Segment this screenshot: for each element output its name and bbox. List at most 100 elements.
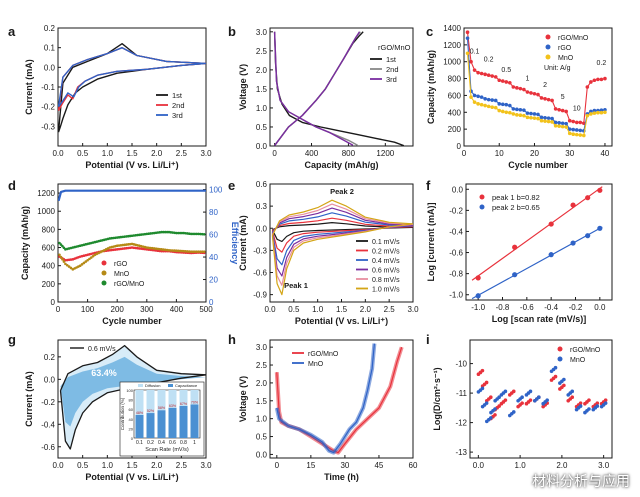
capacitive-area-g (60, 356, 206, 427)
data-point-c (490, 98, 494, 102)
plot-frame-b (269, 27, 414, 147)
x-tick-label-a: 2.0 (151, 149, 163, 158)
series-line-a (58, 47, 206, 108)
y-axis-label-c: Capacity (mAh/g) (426, 50, 436, 124)
inset-bar-capacitive (146, 413, 155, 438)
legend-label: 1st (172, 91, 183, 100)
data-point-c (589, 80, 593, 84)
x-tick-label-a: 2.5 (176, 149, 188, 158)
y-tick-label-e: -0.9 (253, 291, 267, 300)
data-point-c (560, 108, 565, 113)
data-point-f (548, 221, 554, 227)
x-axis-label-c: Cycle number (508, 160, 568, 170)
data-point-f (475, 275, 481, 281)
data-point-d (193, 232, 197, 236)
data-point-c (536, 116, 540, 121)
plot-frame-i (469, 339, 613, 459)
legend-label: 3rd (172, 111, 183, 120)
x-tick-label-h: 15 (306, 461, 315, 470)
inset-bar-label: 63% (169, 404, 177, 408)
y2-tick-label-d: 40 (209, 253, 218, 262)
data-point-c (500, 109, 505, 114)
data-point-c (504, 102, 509, 107)
rate-label-c: 1 (525, 75, 529, 82)
y-axis-label-b: Voltage (V) (238, 64, 248, 110)
data-point-d (59, 255, 63, 259)
y-tick-label-i: -10 (455, 360, 467, 369)
data-point-d (184, 249, 187, 253)
data-point-c (592, 78, 597, 83)
panel-f: f -1.0 -0.8 -0.6 -0.4 -0.2 0.0 -1.0 -0.8 -0.6 -0.4… (426, 178, 613, 324)
inset-legend-label: Diffusion (145, 383, 161, 388)
data-point-d (176, 231, 180, 235)
watermark: 材料分析与应用 (532, 474, 630, 490)
data-point-c (522, 108, 526, 112)
y-tick-label-h: 0.5 (256, 433, 268, 442)
y-tick-label-h: 1.5 (256, 397, 268, 406)
y-tick-label-i: -12 (455, 419, 467, 428)
data-point-c (508, 103, 512, 108)
data-point-c (465, 51, 470, 56)
data-point-d (91, 254, 95, 258)
panel-e: e 0.0 0.5 1.0 1.5 2.0 2.5 3.0 -0.9 -0.6 -0.3 0.0 0.3… (228, 178, 419, 326)
data-point-c (553, 120, 558, 125)
data-point-c (465, 36, 470, 40)
data-point-f (585, 233, 591, 239)
data-point-d (65, 263, 69, 267)
data-point-c (582, 133, 586, 138)
data-point-i (553, 374, 558, 379)
data-point-d (202, 232, 206, 236)
y-tick-label-d: 0 (51, 298, 56, 307)
plot-frame-h (269, 339, 414, 459)
y-tick-label-a: 0.2 (44, 24, 56, 33)
y-axis-label-h: Voltage (V) (238, 376, 248, 422)
y-tick-label-a: 0.1 (44, 44, 56, 53)
data-point-d (189, 232, 193, 236)
y-tick-label-e: -0.6 (253, 269, 267, 278)
data-point-c (518, 107, 523, 112)
data-point-c (557, 121, 561, 125)
data-point-c (532, 112, 537, 116)
inset-bar-label: 67% (180, 402, 188, 406)
legend-marker (101, 260, 107, 266)
y-tick-label-b: 1.0 (256, 104, 268, 113)
legend-label: 0.6 mV/s (372, 268, 400, 275)
y-tick-label-f: -0.4 (449, 227, 463, 236)
legend-note-c: Unit: A/g (544, 65, 571, 72)
data-point-c (592, 111, 597, 115)
x-axis-label-d: Cycle number (102, 316, 162, 326)
y2-tick-label-d: 60 (209, 231, 218, 240)
x-tick-label-c: 20 (530, 149, 539, 158)
data-point-c (472, 93, 477, 98)
panel-label-f: f (426, 178, 431, 193)
inset-y-tick-label: 60 (129, 407, 134, 412)
data-point-d (173, 249, 176, 252)
rate-label-c: 0.2 (597, 60, 607, 67)
data-point-c (529, 111, 533, 116)
y-tick-label-a: 0.0 (44, 63, 56, 72)
legend-title-b: rGO/MnO (378, 43, 411, 52)
data-point-d (160, 249, 163, 253)
data-point-c (564, 125, 568, 129)
data-point-d (80, 263, 84, 266)
inset-legend-swatch (138, 384, 143, 387)
data-point-c (546, 97, 551, 102)
x-tick-label-g: 1.5 (126, 461, 138, 470)
y-tick-label-c: 1200 (443, 41, 461, 50)
x-tick-label-e: 0.5 (288, 305, 300, 314)
y-tick-label-f: -0.6 (449, 249, 463, 258)
data-point-c (571, 119, 576, 124)
data-point-c (472, 100, 477, 104)
panel-c: c0 10 20 30 400200400600800100012001400Cycle… (426, 24, 613, 170)
x-tick-label-i: 1.0 (515, 461, 527, 470)
data-point-d (82, 261, 86, 265)
y-axis-label-i: Log(D/cm²·s⁻¹) (432, 367, 442, 430)
x-tick-label-g: 3.0 (200, 461, 212, 470)
rate-label-c: 10 (573, 106, 581, 113)
data-point-c (557, 124, 561, 128)
x-tick-label-a: 0.5 (77, 149, 89, 158)
inset-bar-diffusion (168, 390, 177, 408)
series-line-c (466, 32, 606, 124)
data-point-d (199, 232, 202, 236)
